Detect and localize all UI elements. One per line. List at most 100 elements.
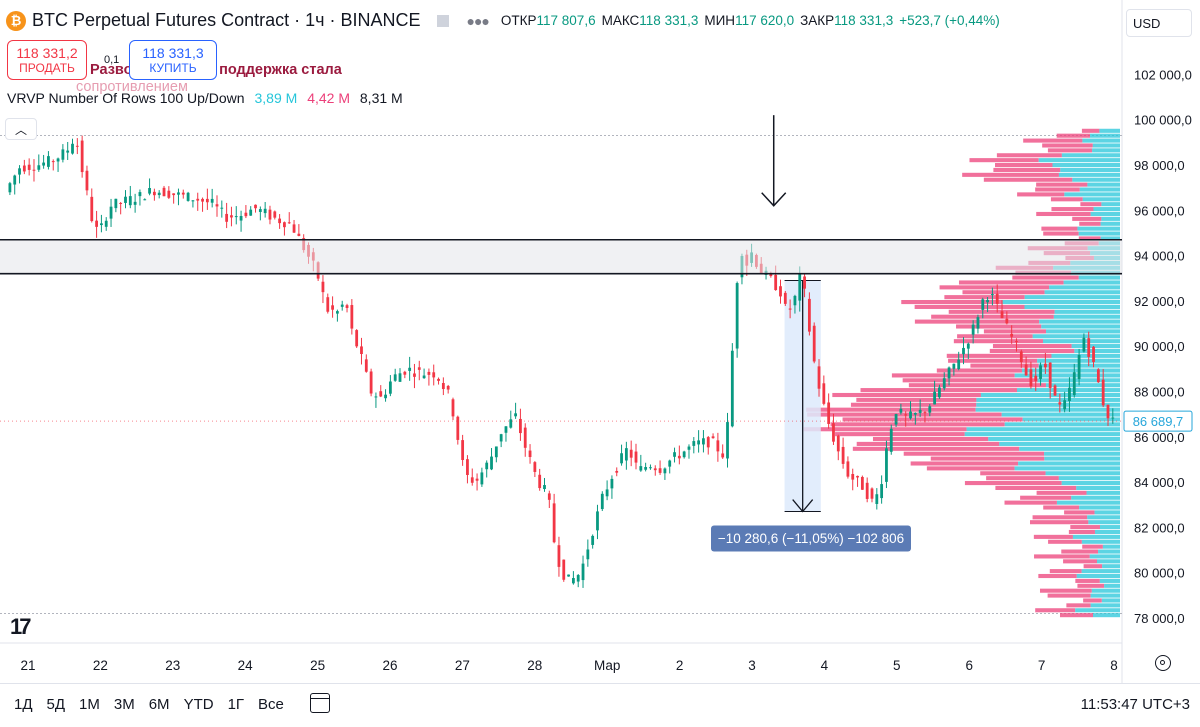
- vp-down-bar: [908, 383, 1046, 388]
- candle-body: [1034, 375, 1038, 381]
- period-1d[interactable]: 1Д: [14, 696, 33, 713]
- candle-body: [61, 149, 65, 160]
- buy-button[interactable]: 118 331,3 КУПИТЬ: [129, 40, 217, 80]
- period-6m[interactable]: 6М: [148, 696, 170, 713]
- candle-body: [475, 478, 479, 481]
- vp-up-bar: [1044, 456, 1120, 461]
- symbol-title[interactable]: BTC Perpetual Futures Contract · 1ч · BI…: [32, 10, 421, 30]
- hide-panel-icon[interactable]: [436, 14, 449, 27]
- sell-button[interactable]: 118 331,2 ПРОДАТЬ: [7, 40, 87, 80]
- candle-body: [494, 446, 498, 458]
- period-3m[interactable]: 3М: [113, 696, 135, 713]
- candle-body: [812, 325, 816, 362]
- vp-down-bar: [1063, 559, 1097, 564]
- vp-up-bar: [1081, 539, 1120, 544]
- vp-up-bar: [1021, 368, 1120, 373]
- candle-body: [1000, 311, 1004, 319]
- indicator-down-volume: 4,42 M: [307, 90, 350, 106]
- vp-up-bar: [1014, 373, 1120, 378]
- vp-down-bar: [944, 295, 1025, 300]
- vp-down-bar: [1033, 534, 1073, 539]
- vp-up-bar: [1102, 544, 1120, 549]
- spread-value: 0,1: [104, 54, 120, 66]
- candle-body: [620, 453, 623, 464]
- candle-body: [22, 165, 26, 172]
- vp-up-bar: [1099, 525, 1120, 530]
- candle-body: [528, 450, 532, 458]
- candle-body: [345, 305, 349, 308]
- vp-down-bar: [850, 402, 977, 407]
- vp-down-bar: [1059, 613, 1093, 618]
- vp-down-bar: [992, 344, 1072, 349]
- candle-body: [437, 378, 440, 381]
- candle-body: [673, 452, 676, 457]
- vp-up-bar: [1044, 451, 1120, 456]
- candle-body: [774, 274, 778, 291]
- collapse-legend-button[interactable]: ︿: [5, 118, 37, 140]
- vp-down-bar: [1066, 603, 1091, 608]
- period-all[interactable]: Все: [258, 696, 284, 713]
- candles: [8, 135, 1115, 588]
- vp-up-bar: [988, 436, 1120, 442]
- vp-down-bar: [962, 290, 1045, 295]
- period-ytd[interactable]: YTD: [183, 696, 214, 713]
- resistance-zone: [0, 239, 1122, 274]
- period-1m[interactable]: 1М: [79, 696, 100, 713]
- vp-down-bar: [969, 158, 1039, 163]
- vp-up-bar: [1038, 158, 1120, 163]
- vp-down-bar: [1079, 221, 1101, 226]
- vp-up-bar: [1060, 167, 1120, 172]
- candle-body: [885, 448, 888, 482]
- candle-body: [268, 209, 272, 220]
- candle-body: [47, 156, 50, 167]
- candle-body: [721, 453, 725, 458]
- tradingview-logo-icon[interactable]: 17: [10, 614, 32, 639]
- currency-select[interactable]: USD: [1126, 9, 1192, 37]
- vp-down-bar: [910, 461, 1019, 466]
- gear-icon[interactable]: [1155, 655, 1171, 671]
- vp-up-bar: [1063, 280, 1120, 285]
- vp-down-bar: [1036, 490, 1087, 495]
- vp-down-bar: [1083, 598, 1102, 603]
- candle-body: [1068, 387, 1071, 402]
- candle-body: [865, 482, 869, 499]
- period-1y[interactable]: 1Г: [227, 696, 245, 713]
- candle-body: [981, 299, 985, 310]
- candle-body: [138, 192, 142, 197]
- candle-body: [817, 366, 821, 389]
- ohlc-high: МАКС118 331,3: [601, 13, 699, 28]
- candle-body: [702, 438, 705, 445]
- candle-body: [1077, 355, 1081, 380]
- candle-body: [1087, 338, 1091, 357]
- candle-body: [938, 387, 941, 398]
- period-5d[interactable]: 5Д: [46, 696, 66, 713]
- indicator-legend[interactable]: VRVP Number Of Rows 100 Up/Down 3,89 M 4…: [7, 90, 403, 106]
- calendar-goto-icon[interactable]: [310, 693, 330, 713]
- candle-body: [846, 461, 850, 477]
- candle-body: [644, 467, 648, 470]
- vp-down-bar: [1035, 187, 1080, 192]
- dots-icon[interactable]: ●●●: [466, 12, 490, 29]
- candle-body: [947, 367, 951, 379]
- candle-body: [263, 208, 267, 214]
- candle-body: [634, 451, 638, 463]
- buy-price: 118 331,3: [142, 45, 204, 61]
- candle-body: [71, 143, 74, 154]
- candle-body: [350, 305, 354, 329]
- candle-body: [1072, 372, 1076, 396]
- vp-up-bar: [1082, 138, 1120, 143]
- clock-timezone[interactable]: 11:53:47 UTC+3: [1080, 696, 1190, 713]
- symbol-row: ₿ BTC Perpetual Futures Contract · 1ч · …: [6, 10, 1000, 31]
- candle-body: [1029, 369, 1033, 387]
- candle-body: [480, 472, 484, 485]
- candle-body: [340, 304, 344, 307]
- candle-body: [384, 394, 387, 399]
- candle-body: [172, 193, 176, 196]
- candle-body: [913, 413, 917, 415]
- candle-body: [677, 455, 681, 459]
- vp-up-bar: [1004, 422, 1120, 427]
- annotation-text-line2[interactable]: сопротивлением: [76, 79, 188, 95]
- price-tick-label: 102 000,0: [1134, 67, 1192, 82]
- vp-up-bar: [976, 402, 1120, 407]
